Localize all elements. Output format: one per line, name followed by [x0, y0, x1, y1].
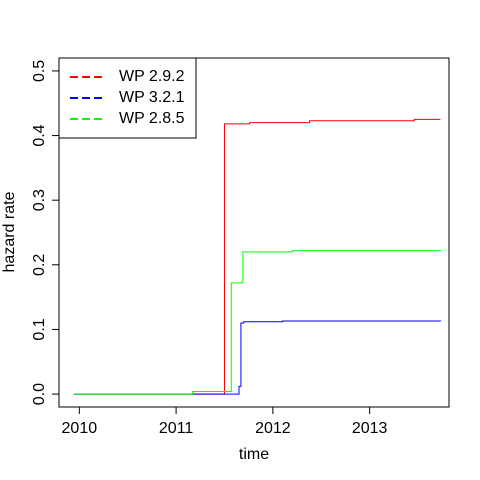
y-tick-label: 0.4 [31, 124, 48, 146]
legend-label: WP 2.9.2 [119, 68, 185, 85]
series-line [73, 320, 441, 395]
series-line [73, 249, 441, 395]
y-axis-label: hazard rate [1, 191, 18, 272]
y-tick-label: 0.3 [31, 189, 48, 211]
series-line [73, 118, 441, 395]
y-tick-label: 0.0 [31, 383, 48, 405]
x-tick-label: 2011 [159, 420, 194, 437]
plot-frame [58, 57, 450, 408]
x-tick-label: 2013 [352, 420, 388, 437]
y-tick-label: 0.2 [31, 254, 48, 276]
x-axis-label: time [239, 446, 269, 463]
y-tick-label: 0.1 [31, 318, 48, 340]
x-tick-label: 2010 [62, 420, 98, 437]
y-tick-label: 0.5 [31, 60, 48, 82]
x-tick-label: 2012 [255, 420, 291, 437]
legend-label: WP 2.8.5 [119, 110, 185, 127]
legend-box [58, 57, 197, 139]
legend-label: WP 3.2.1 [119, 89, 185, 106]
